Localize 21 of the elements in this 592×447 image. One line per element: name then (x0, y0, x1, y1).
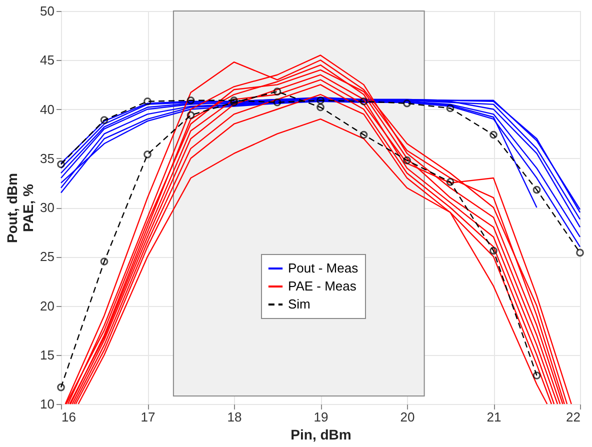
y-tick-label: 10 (40, 396, 54, 412)
x-tick-label: 19 (314, 410, 328, 424)
x-tick-label: 20 (400, 410, 415, 424)
x-axis-title: Pin, dBm (290, 426, 352, 442)
x-tick-label: 21 (486, 410, 502, 424)
x-tick-label: 17 (140, 410, 156, 424)
y-tick-label: 15 (40, 347, 54, 362)
legend-label: Pout - Meas (288, 260, 359, 276)
y-tick-label: 20 (40, 298, 54, 314)
legend-label: Sim (288, 296, 310, 312)
y-tick-label: 30 (40, 200, 54, 215)
x-tick-label: 18 (227, 410, 242, 424)
y-tick-label: 40 (40, 102, 54, 117)
y-tick-label: 45 (40, 52, 54, 68)
legend-label: PAE - Meas (288, 278, 357, 294)
y-tick-label: 35 (40, 150, 54, 166)
y-axis-title: Pout, dBm PAE, % (4, 173, 36, 243)
y-tick-label: 25 (40, 249, 54, 264)
x-tick-label: 16 (62, 410, 76, 424)
x-tick-label: 22 (566, 410, 580, 424)
y-tick-label: 50 (40, 4, 54, 18)
